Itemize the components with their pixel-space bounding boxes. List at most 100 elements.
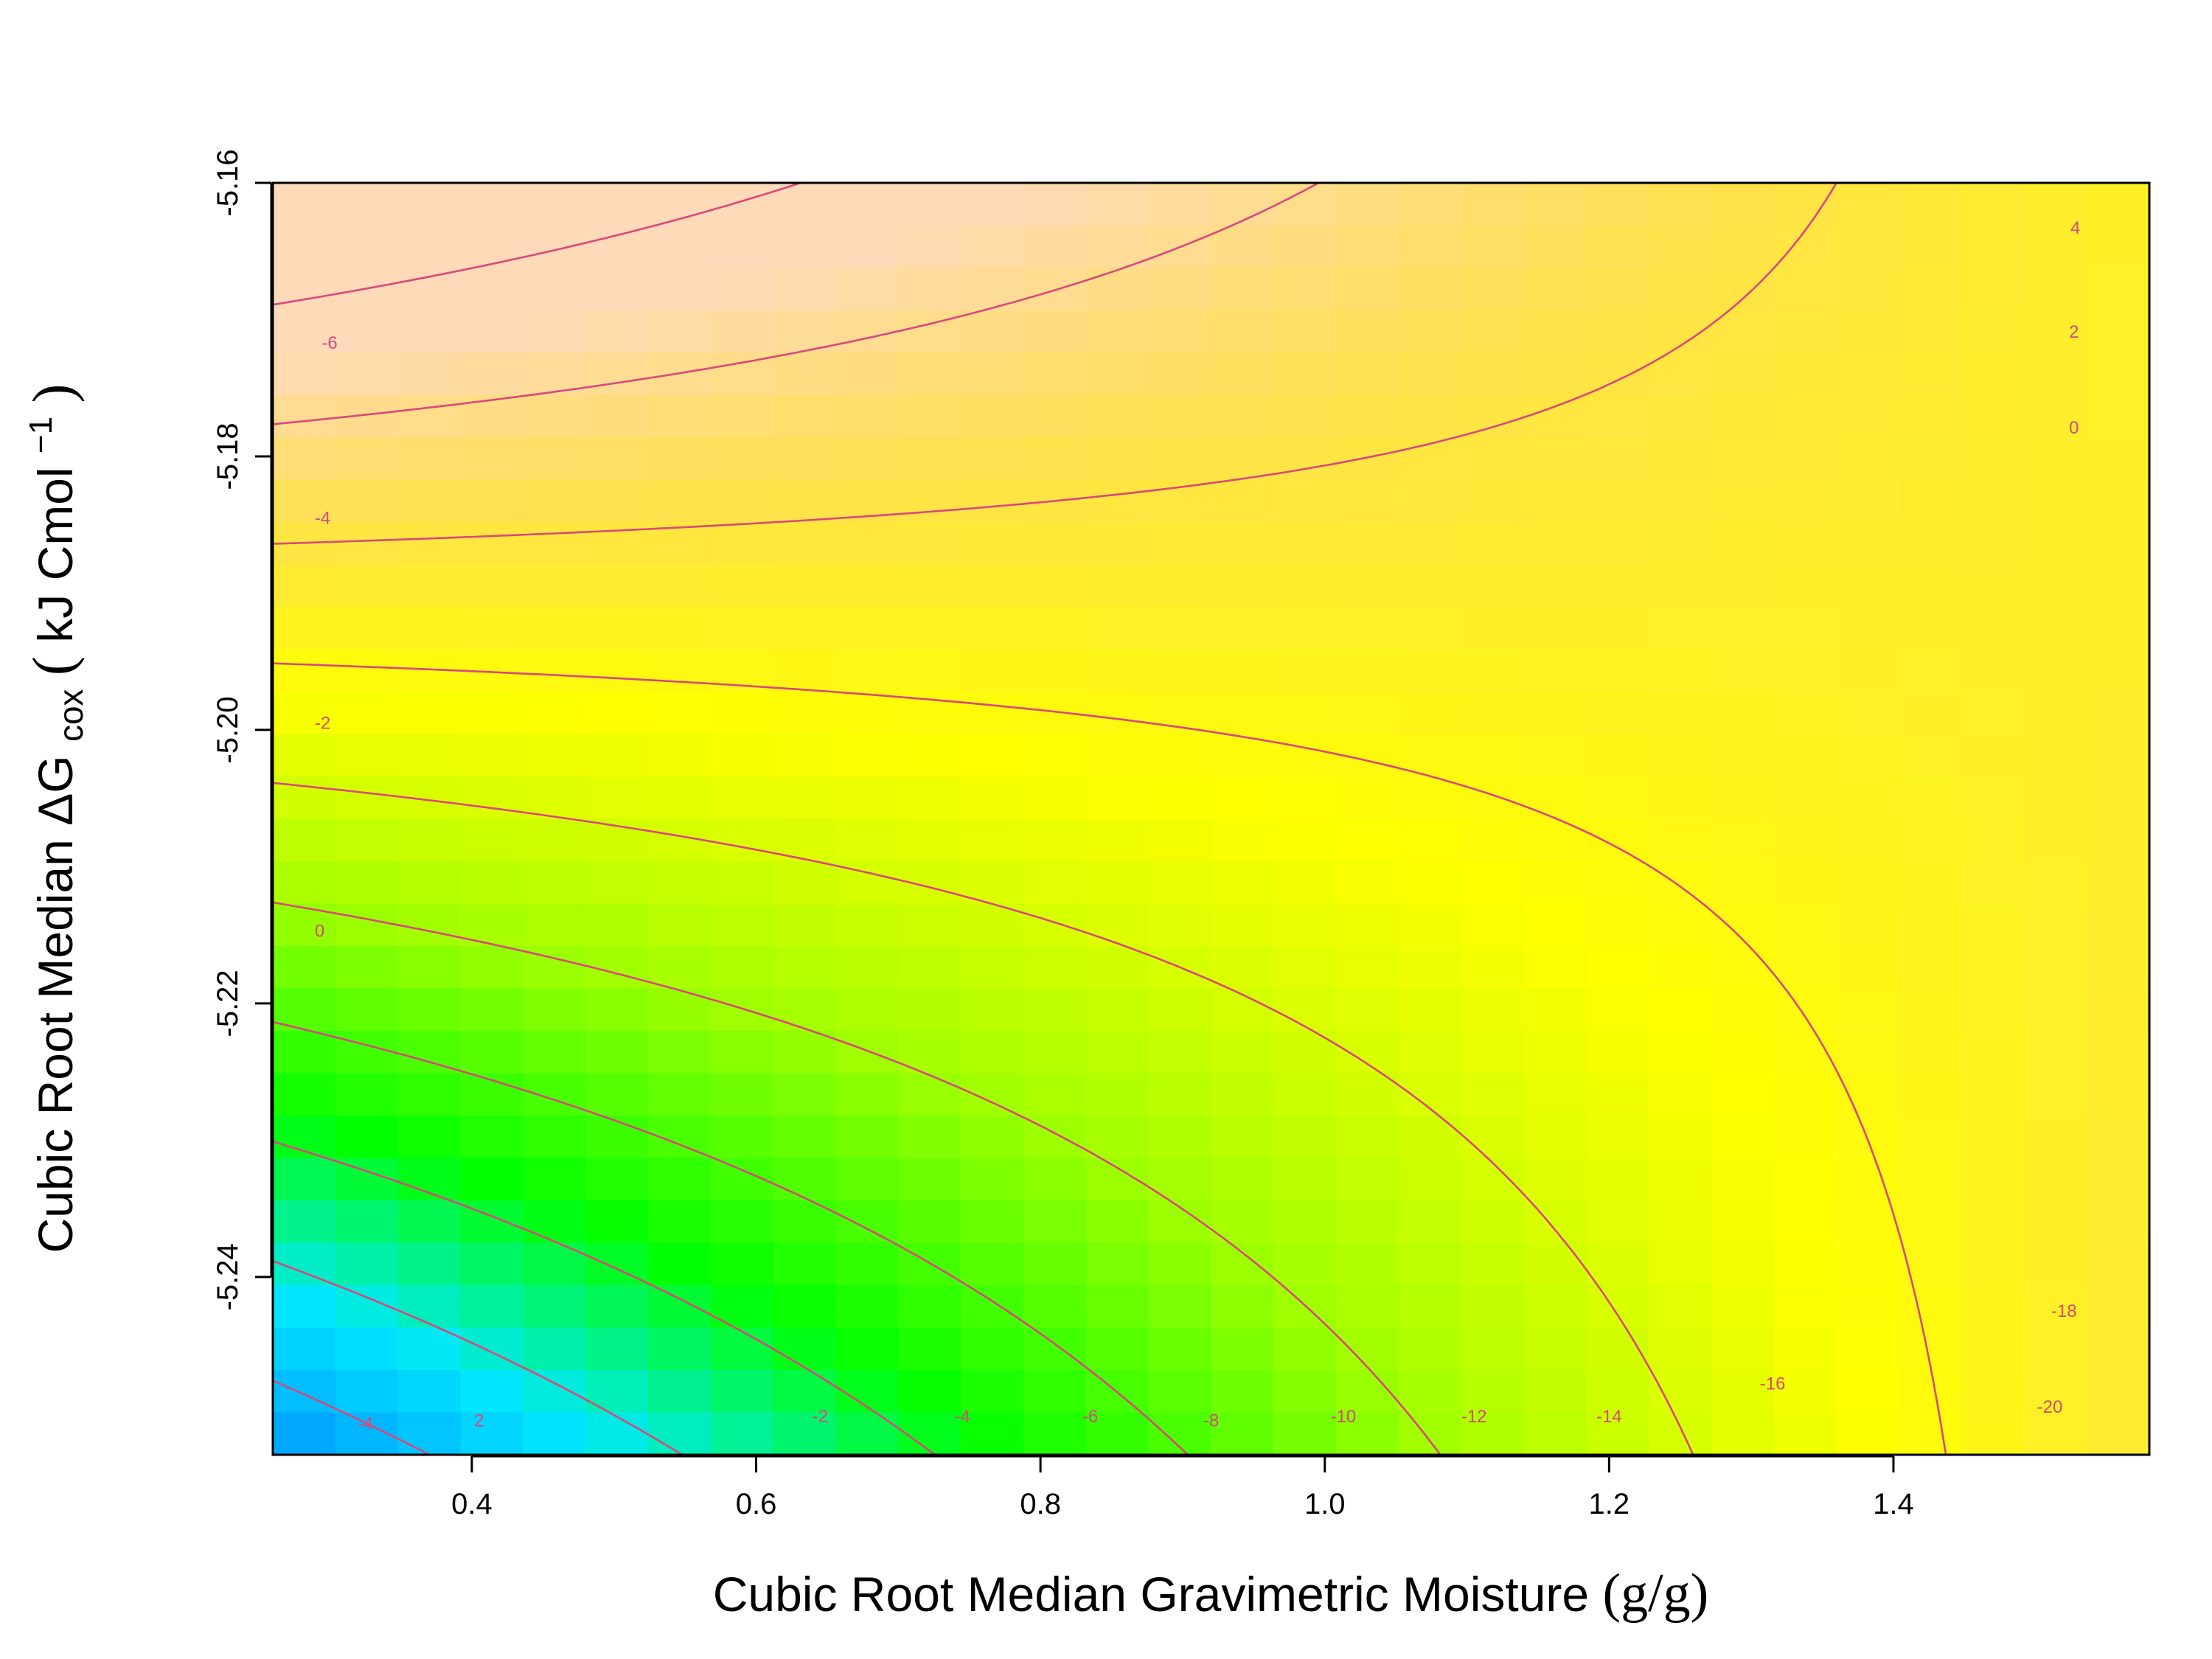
heatmap-cell [1273, 946, 1337, 990]
heatmap-cell [1085, 479, 1150, 523]
heatmap-cell [773, 946, 837, 990]
heatmap-cell [335, 988, 399, 1032]
heatmap-cell [648, 564, 712, 608]
heatmap-cell [1461, 437, 1525, 481]
heatmap-cell [648, 1285, 712, 1329]
heatmap-cell [2087, 479, 2150, 523]
heatmap-cell [585, 734, 649, 777]
heatmap-cell [1836, 1370, 1900, 1413]
heatmap-cell [1523, 1412, 1587, 1455]
heatmap-cell [2024, 225, 2087, 268]
heatmap-cell [1461, 1031, 1525, 1074]
heatmap-cell [1336, 225, 1399, 268]
heatmap-cell [273, 352, 336, 396]
heatmap-cell [460, 1285, 524, 1329]
heatmap-cell [1649, 183, 1712, 226]
heatmap-cell [961, 394, 1024, 438]
heatmap-cell [835, 564, 900, 608]
heatmap-cell [335, 734, 399, 777]
heatmap-cell [648, 776, 712, 820]
heatmap-cell [898, 437, 961, 481]
heatmap-cell [1523, 1327, 1587, 1371]
heatmap-cell [2087, 1327, 2150, 1371]
heatmap-cell [1399, 988, 1462, 1032]
heatmap-cell [1023, 1158, 1087, 1201]
heatmap-cell [1899, 946, 1963, 990]
heatmap-cell [648, 861, 712, 905]
heatmap-cell [710, 225, 774, 268]
heatmap-cell [1774, 268, 1837, 311]
heatmap-cell [460, 946, 524, 990]
heatmap-cell [710, 607, 774, 650]
heatmap-cell [961, 564, 1024, 608]
heatmap-cell [460, 183, 524, 226]
heatmap-cell [1148, 607, 1212, 650]
heatmap-cell [1336, 649, 1399, 692]
heatmap-cell [1148, 1412, 1212, 1455]
x-tick-label: 0.8 [1020, 1488, 1061, 1520]
contour-line-neg6 [271, 901, 1441, 1456]
heatmap-cell [1836, 268, 1900, 311]
heatmap-cell [961, 225, 1024, 268]
heatmap-cell [1649, 903, 1712, 947]
heatmap-cell [1085, 861, 1150, 905]
heatmap-cell [2087, 1073, 2150, 1116]
heatmap-cell [1336, 564, 1399, 608]
heatmap-cell [1273, 1116, 1337, 1159]
heatmap-cell [898, 1073, 961, 1116]
x-axis-title-unit: (g/g) [1602, 1563, 1708, 1624]
heatmap-cell [1461, 692, 1525, 735]
heatmap-cell [648, 903, 712, 947]
heatmap-cell [1399, 268, 1462, 311]
heatmap-cell [1148, 352, 1212, 396]
heatmap-cell [1211, 607, 1275, 650]
heatmap-cell [397, 1031, 462, 1074]
heatmap-cell [835, 1285, 900, 1329]
heatmap-cell [1586, 183, 1650, 226]
heatmap-cell [1399, 1116, 1462, 1159]
contour-label: -4 [315, 508, 330, 528]
heatmap-cell [2024, 861, 2087, 905]
heatmap-cell [1836, 1158, 1900, 1201]
heatmap-cell [1461, 776, 1525, 820]
heatmap-cell [273, 1073, 336, 1116]
heatmap-cell [1399, 1285, 1462, 1329]
heatmap-cell [397, 268, 462, 311]
heatmap-cell [1085, 225, 1150, 268]
heatmap-cell [1836, 1073, 1900, 1116]
heatmap-cell [1899, 903, 1963, 947]
heatmap-cell [648, 268, 712, 311]
heatmap-cell [1523, 564, 1587, 608]
heatmap-cell [1085, 818, 1150, 862]
y-axis: -5.16 -5.18 -5.20 -5.22 -5.24 [212, 149, 273, 1310]
heatmap-cell [1586, 1327, 1650, 1371]
heatmap-cell [335, 183, 399, 226]
heatmap-cell [335, 776, 399, 820]
heatmap-cell [1961, 1200, 2025, 1244]
heatmap-cell [1273, 522, 1337, 566]
heatmap-cell [1273, 352, 1337, 396]
heatmap-cell [961, 649, 1024, 692]
heatmap-cell [2087, 225, 2150, 268]
heatmap-cell [835, 903, 900, 947]
heatmap-cell [1461, 1370, 1525, 1413]
heatmap-cell [1649, 564, 1712, 608]
heatmap-cell [1336, 522, 1399, 566]
heatmap-cell [773, 903, 837, 947]
heatmap-cell [585, 1285, 649, 1329]
heatmap-cell [335, 437, 399, 481]
heatmap-cell [2024, 352, 2087, 396]
heatmap-cell [2024, 1200, 2087, 1244]
x-tick-label: 1.0 [1304, 1488, 1346, 1520]
heatmap-cell [273, 564, 336, 608]
heatmap-cell [1461, 225, 1525, 268]
heatmap-cell [1774, 946, 1837, 990]
heatmap-cell [397, 394, 462, 438]
heatmap-cell [335, 1327, 399, 1371]
heatmap-cell [898, 776, 961, 820]
heatmap-cell [335, 692, 399, 735]
heatmap-cell [835, 1370, 900, 1413]
heatmap-cell [1586, 1412, 1650, 1455]
